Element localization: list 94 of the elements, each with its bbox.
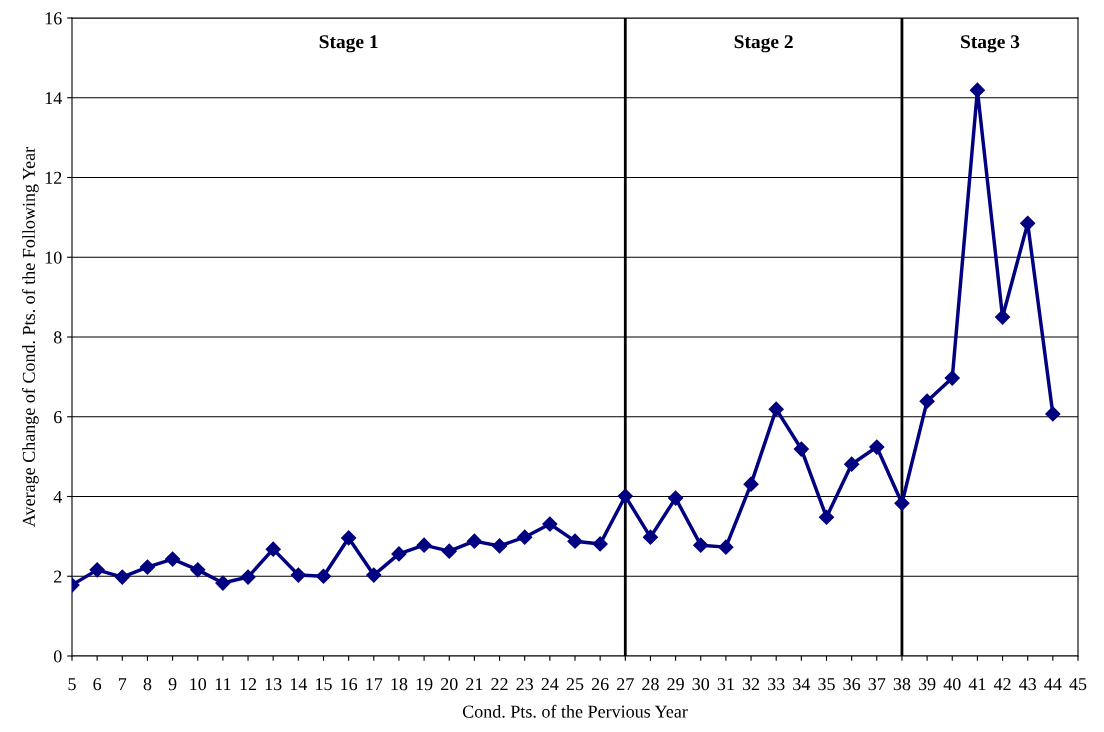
annotation: Stage 2: [734, 35, 793, 53]
x-axis-title: Cond. Pts. of the Pervious Year: [462, 704, 688, 718]
x-tick-label: 30: [692, 678, 710, 691]
x-tick-label: 22: [491, 678, 508, 691]
x-tick-label: 17: [366, 678, 383, 691]
point: [114, 569, 130, 585]
x-tick-label: 42: [993, 678, 1011, 691]
x-tick-label: 16: [341, 678, 358, 691]
point: [617, 488, 633, 504]
point: [190, 562, 206, 578]
point: [416, 537, 432, 553]
annotation: Stage 1: [319, 35, 378, 53]
x-tick-label: 28: [642, 678, 659, 691]
x-tick-label: 41: [968, 678, 986, 691]
x-tick-label: 10: [190, 678, 207, 691]
x-tick-label: 38: [893, 678, 911, 691]
point: [1020, 215, 1036, 231]
point: [668, 490, 684, 506]
point: [642, 529, 659, 545]
x-tick-label: 44: [1044, 678, 1062, 691]
y-tick-label: 12: [45, 171, 62, 184]
x-tick-label: 14: [290, 678, 308, 691]
point: [341, 530, 357, 546]
x-tick-label: 33: [768, 678, 785, 691]
x-tick-label: 19: [416, 678, 433, 691]
x-tick-label: 9: [168, 678, 177, 691]
point: [592, 536, 608, 552]
x-tick-label: 27: [617, 678, 634, 691]
x-tick-label: 36: [843, 678, 861, 691]
x-tick-label: 5: [68, 678, 76, 691]
x-tick-label: 39: [918, 678, 936, 691]
x-tick-label: 43: [1019, 678, 1037, 691]
point: [215, 575, 231, 591]
x-tick-label: 21: [466, 678, 483, 691]
point: [567, 533, 583, 549]
x-tick-label: 25: [566, 678, 584, 691]
x-tick-label: 18: [391, 678, 408, 691]
x-tick-label: 8: [143, 678, 152, 691]
y-tick-label: 10: [45, 251, 62, 264]
x-tick-label: 6: [93, 678, 102, 691]
point: [768, 401, 784, 417]
x-tick-label: 35: [818, 678, 835, 691]
y-axis-title: Average Change of Cond. Pts. of the Following Year: [22, 147, 39, 527]
point: [366, 567, 382, 583]
point: [466, 533, 482, 549]
x-tick-label: 37: [868, 678, 886, 691]
point: [844, 456, 860, 472]
x-tick-label: 13: [265, 678, 282, 691]
point: [265, 541, 281, 557]
y-tick-label: 4: [53, 490, 62, 503]
y-tick-label: 0: [53, 650, 62, 663]
point: [89, 562, 105, 578]
y-tick-label: 14: [45, 92, 62, 105]
point: [894, 495, 910, 511]
point: [139, 559, 156, 575]
annotation: Stage 3: [961, 35, 1020, 53]
point: [869, 439, 885, 455]
x-tick-label: 26: [591, 678, 609, 691]
point: [290, 567, 306, 583]
point: [391, 546, 407, 562]
point: [743, 476, 759, 492]
x-tick-label: 15: [316, 678, 332, 691]
point: [693, 537, 709, 553]
x-tick-label: 23: [516, 678, 534, 691]
x-tick-label: 24: [541, 678, 559, 691]
y-tick-label: 16: [45, 12, 62, 25]
point: [240, 569, 256, 585]
point: [818, 509, 835, 525]
point: [542, 516, 558, 532]
point: [793, 441, 809, 457]
point: [441, 543, 457, 559]
x-tick-label: 45: [1069, 678, 1087, 691]
point: [517, 529, 533, 545]
y-tick-label: 8: [53, 331, 62, 344]
point: [919, 393, 935, 409]
y-tick-label: 6: [54, 411, 62, 424]
y-tick-label: 2: [54, 570, 62, 583]
point: [969, 82, 985, 98]
point: [718, 539, 734, 555]
x-tick-label: 29: [667, 678, 684, 691]
point: [165, 551, 181, 567]
x-tick-label: 11: [215, 678, 231, 691]
point: [315, 568, 332, 584]
x-tick-label: 20: [441, 678, 458, 691]
x-tick-label: 34: [793, 678, 811, 691]
point: [994, 309, 1011, 325]
point: [944, 370, 960, 386]
x-tick-label: 12: [240, 678, 257, 691]
point: [1045, 406, 1061, 422]
x-tick-label: 32: [742, 678, 760, 691]
x-tick-label: 40: [943, 678, 961, 691]
point: [491, 538, 508, 554]
x-tick-label: 31: [717, 678, 734, 691]
x-tick-label: 7: [118, 678, 127, 691]
